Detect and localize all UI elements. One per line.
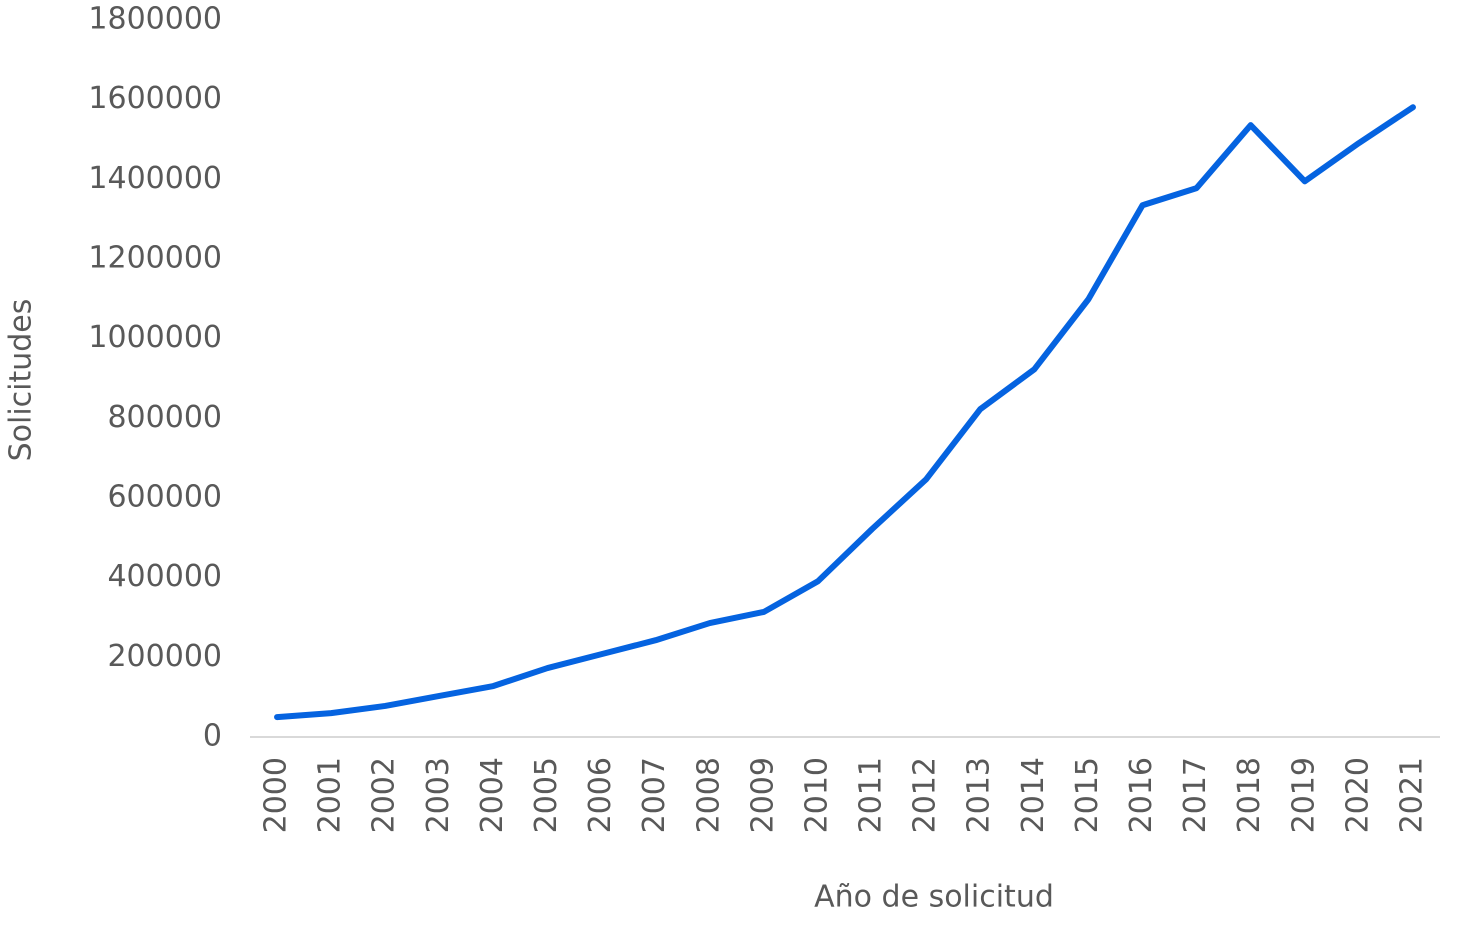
x-tick-label: 2017 <box>1178 757 1213 833</box>
x-tick-label: 2007 <box>637 757 672 833</box>
x-tick-label: 2011 <box>854 757 889 833</box>
x-tick-label: 2008 <box>691 757 726 833</box>
y-tick-label: 600000 <box>107 480 222 515</box>
x-tick-label: 2006 <box>583 757 618 833</box>
x-tick-label: 2003 <box>421 757 456 833</box>
x-tick-label: 2015 <box>1070 757 1105 833</box>
y-tick-label: 400000 <box>107 559 222 594</box>
x-tick-label: 2016 <box>1124 757 1159 833</box>
y-tick-label: 1200000 <box>88 241 222 276</box>
x-tick-label: 2001 <box>313 757 348 833</box>
x-tick-label: 2010 <box>799 757 834 833</box>
x-tick-label: 2009 <box>745 757 780 833</box>
x-tick-label: 2020 <box>1340 757 1375 833</box>
x-tick-label: 2013 <box>962 757 997 833</box>
x-tick-label: 2002 <box>367 757 402 833</box>
x-tick-label: 2005 <box>529 757 564 833</box>
x-tick-label: 2004 <box>475 757 510 833</box>
y-tick-label: 0 <box>203 719 222 754</box>
y-tick-label: 200000 <box>107 639 222 674</box>
y-axis-label: Solicitudes <box>4 299 39 462</box>
y-tick-label: 1600000 <box>88 81 222 116</box>
x-axis-label: Año de solicitud <box>814 880 1054 915</box>
x-tick-label: 2019 <box>1286 757 1321 833</box>
y-tick-label: 800000 <box>107 400 222 435</box>
y-tick-label: 1800000 <box>88 2 222 37</box>
x-tick-label: 2000 <box>259 757 294 833</box>
y-tick-label: 1000000 <box>88 320 222 355</box>
x-tick-label: 2012 <box>908 757 943 833</box>
y-tick-label: 1400000 <box>88 161 222 196</box>
line <box>277 107 1413 717</box>
x-tick-label: 2018 <box>1232 757 1267 833</box>
x-tick-label: 2021 <box>1394 757 1429 833</box>
x-tick-label: 2014 <box>1016 757 1051 833</box>
